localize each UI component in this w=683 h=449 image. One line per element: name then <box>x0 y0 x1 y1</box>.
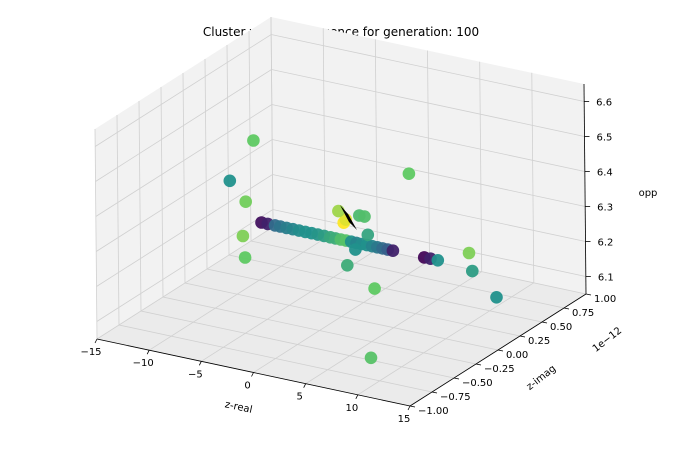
x-tick-mark <box>355 394 359 400</box>
y-tick-label: −0.25 <box>484 364 515 375</box>
y-axis-offset-label: 1e−12 <box>591 325 624 354</box>
y-tick-label: −1.00 <box>418 406 449 417</box>
y-tick-mark <box>563 307 570 310</box>
z-axis-ticks: 6.1 6.2 6.3 6.4 6.5 6.6 <box>584 98 614 284</box>
z-axis-label: opp <box>639 188 658 199</box>
z-gridline <box>96 209 586 322</box>
y-tick-mark <box>541 321 548 324</box>
x-tick-mark <box>146 349 150 355</box>
y-gridline <box>204 58 521 337</box>
y-gridline <box>182 72 499 351</box>
y-gridline <box>160 86 477 365</box>
x-tick-label: 0 <box>244 381 250 392</box>
x-tick-mark <box>94 338 98 344</box>
y-tick-mark <box>585 293 592 296</box>
y-gridline <box>138 100 455 379</box>
y-gridline <box>248 30 565 309</box>
data-points <box>223 134 503 365</box>
x-axis-ticks: −15 −10 −5 0 5 10 15 <box>80 338 411 425</box>
data-point <box>364 351 378 365</box>
y-axis-ticks: −1.00 −0.75 −0.50 −0.25 0.000.250.500.751.00 <box>409 293 616 417</box>
y-tick-mark <box>453 377 460 380</box>
y-gridline <box>116 114 433 393</box>
z-gridline <box>94 34 585 147</box>
data-point <box>368 282 381 295</box>
y-tick-mark <box>409 405 416 408</box>
data-point <box>223 174 237 188</box>
z-tick-label: 6.1 <box>598 273 614 284</box>
z-tick-label: 6.3 <box>597 203 613 214</box>
z-tick-label: 6.4 <box>597 168 613 179</box>
z-tick-label: 6.2 <box>598 238 614 249</box>
data-point <box>236 229 250 243</box>
x-tick-label: −5 <box>188 369 203 380</box>
data-point <box>361 228 375 242</box>
x-tick-label: 5 <box>296 392 302 403</box>
y-tick-mark <box>475 363 482 366</box>
data-point <box>239 195 252 208</box>
data-point <box>402 167 416 180</box>
y-tick-label: 0.75 <box>572 308 594 319</box>
y-tick-label: 0.25 <box>528 336 550 347</box>
data-point <box>462 246 476 260</box>
x-tick-mark <box>303 383 307 388</box>
y-tick-label: −0.75 <box>440 392 471 403</box>
y-tick-mark <box>519 335 526 338</box>
x-axis-label: z-real <box>224 399 253 416</box>
y-tick-mark <box>497 349 504 352</box>
data-point <box>349 243 362 256</box>
x-tick-label: −10 <box>133 358 154 369</box>
black-marker <box>340 205 357 230</box>
data-point <box>341 259 354 272</box>
data-point <box>358 210 371 223</box>
x-tick-label: 10 <box>345 403 358 414</box>
y-tick-label: 0.00 <box>506 350 528 361</box>
z-axis-line <box>583 83 587 295</box>
y-tick-label: 1.00 <box>594 294 616 305</box>
data-point <box>466 264 479 278</box>
z-gridline <box>95 104 585 217</box>
x-tick-mark <box>198 361 202 366</box>
data-point <box>490 291 503 304</box>
z-gridline <box>95 69 585 182</box>
data-point <box>431 253 445 267</box>
y-tick-label: −0.50 <box>462 378 493 389</box>
x-tick-mark <box>407 405 411 411</box>
x-tick-label: 15 <box>398 414 411 425</box>
data-point <box>238 251 252 264</box>
x-tick-mark <box>251 372 254 377</box>
y-tick-label: 0.50 <box>550 322 572 333</box>
z-tick-label: 6.5 <box>597 133 613 144</box>
data-point <box>247 134 260 147</box>
data-point <box>332 204 345 218</box>
y-tick-mark <box>431 391 438 394</box>
z-tick-label: 6.6 <box>596 98 612 109</box>
z-gridline <box>95 139 586 252</box>
x-tick-label: −15 <box>80 347 101 358</box>
y-gridline <box>226 44 543 323</box>
z-gridline <box>96 174 586 287</box>
data-point <box>386 244 400 257</box>
y-axis-label: z-imag <box>525 363 558 393</box>
